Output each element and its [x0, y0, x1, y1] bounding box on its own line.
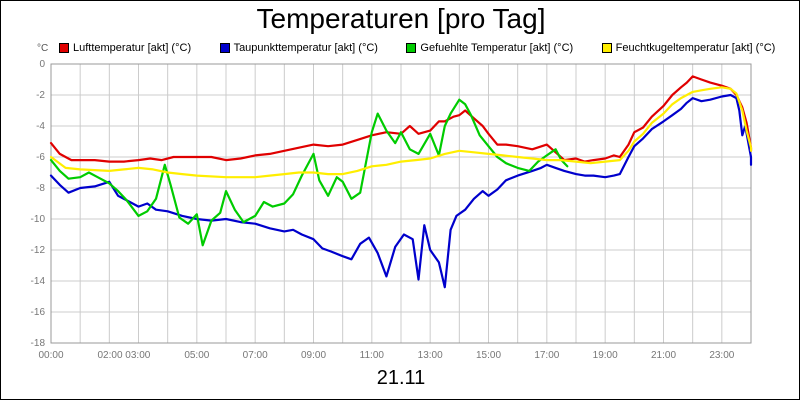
legend-label-feuchtkugeltemperatur: Feuchtkugeltemperatur [akt] (°C): [615, 41, 776, 54]
y-tick-label: -16: [31, 307, 46, 318]
grid-layer: [50, 63, 752, 344]
x-tick-label: 07:00: [243, 350, 268, 361]
chart-title: Temperaturen [pro Tag]: [256, 3, 546, 34]
y-tick-label: -6: [36, 152, 45, 163]
legend-swatch-lufttemperatur: [59, 42, 69, 53]
legend-label-lufttemperatur: Lufttemperatur [akt] (°C): [73, 41, 192, 54]
x-tick-label: 05:00: [184, 350, 209, 361]
legend-label-taupunkttemperatur: Taupunkttemperatur [akt] (°C): [233, 41, 378, 54]
y-axis-unit: °C: [37, 43, 49, 54]
y-tick-label: -12: [31, 245, 46, 256]
x-tick-label: 00:00: [38, 350, 63, 361]
x-tick-label: 23:00: [709, 350, 734, 361]
x-tick-label: 09:00: [301, 350, 326, 361]
legend-swatch-gefuehlte-temperatur: [406, 42, 417, 53]
legend-label-gefuehlte-temperatur: Gefuehlte Temperatur [akt] (°C): [420, 41, 574, 54]
legend-item-lufttemperatur: Lufttemperatur [akt] (°C): [59, 42, 191, 54]
y-tick-label: -2: [36, 90, 45, 101]
series-layer: [49, 75, 753, 289]
x-tick-label: 13:00: [418, 350, 443, 361]
legend-item-gefuehlte-temperatur: Gefuehlte Temperatur [akt] (°C): [406, 42, 573, 54]
chart-legend: Lufttemperatur [akt] (°C) Taupunkttemper…: [59, 39, 799, 54]
plot-area: [50, 63, 752, 344]
y-tick-label: 0: [39, 59, 45, 70]
y-tick-label: -8: [36, 183, 45, 194]
legend-item-taupunkttemperatur: Taupunkttemperatur [akt] (°C): [219, 41, 378, 54]
series-line-2: [49, 98, 569, 247]
legend-swatch-taupunkttemperatur: [219, 42, 230, 53]
x-tick-label: 21:00: [651, 350, 676, 361]
series-line-0: [49, 75, 753, 163]
x-tick-label: 19:00: [593, 350, 618, 361]
x-tick-label: 17:00: [534, 350, 559, 361]
y-tick-label: -18: [31, 338, 46, 349]
legend-swatch-feuchtkugeltemperatur: [601, 42, 612, 53]
series-line-3: [49, 86, 753, 179]
x-tick-label: 11:00: [360, 350, 385, 361]
y-tick-label: -10: [31, 214, 46, 225]
legend-item-feuchtkugeltemperatur: Feuchtkugeltemperatur [akt] (°C): [601, 41, 776, 54]
y-tick-label: -14: [31, 276, 46, 287]
y-tick-label: -4: [36, 121, 45, 132]
x-tick-label: 15:00: [476, 350, 501, 361]
x-tick-label: 02:00 03:00: [98, 350, 151, 361]
x-axis-date-label: 21.11: [376, 367, 426, 389]
